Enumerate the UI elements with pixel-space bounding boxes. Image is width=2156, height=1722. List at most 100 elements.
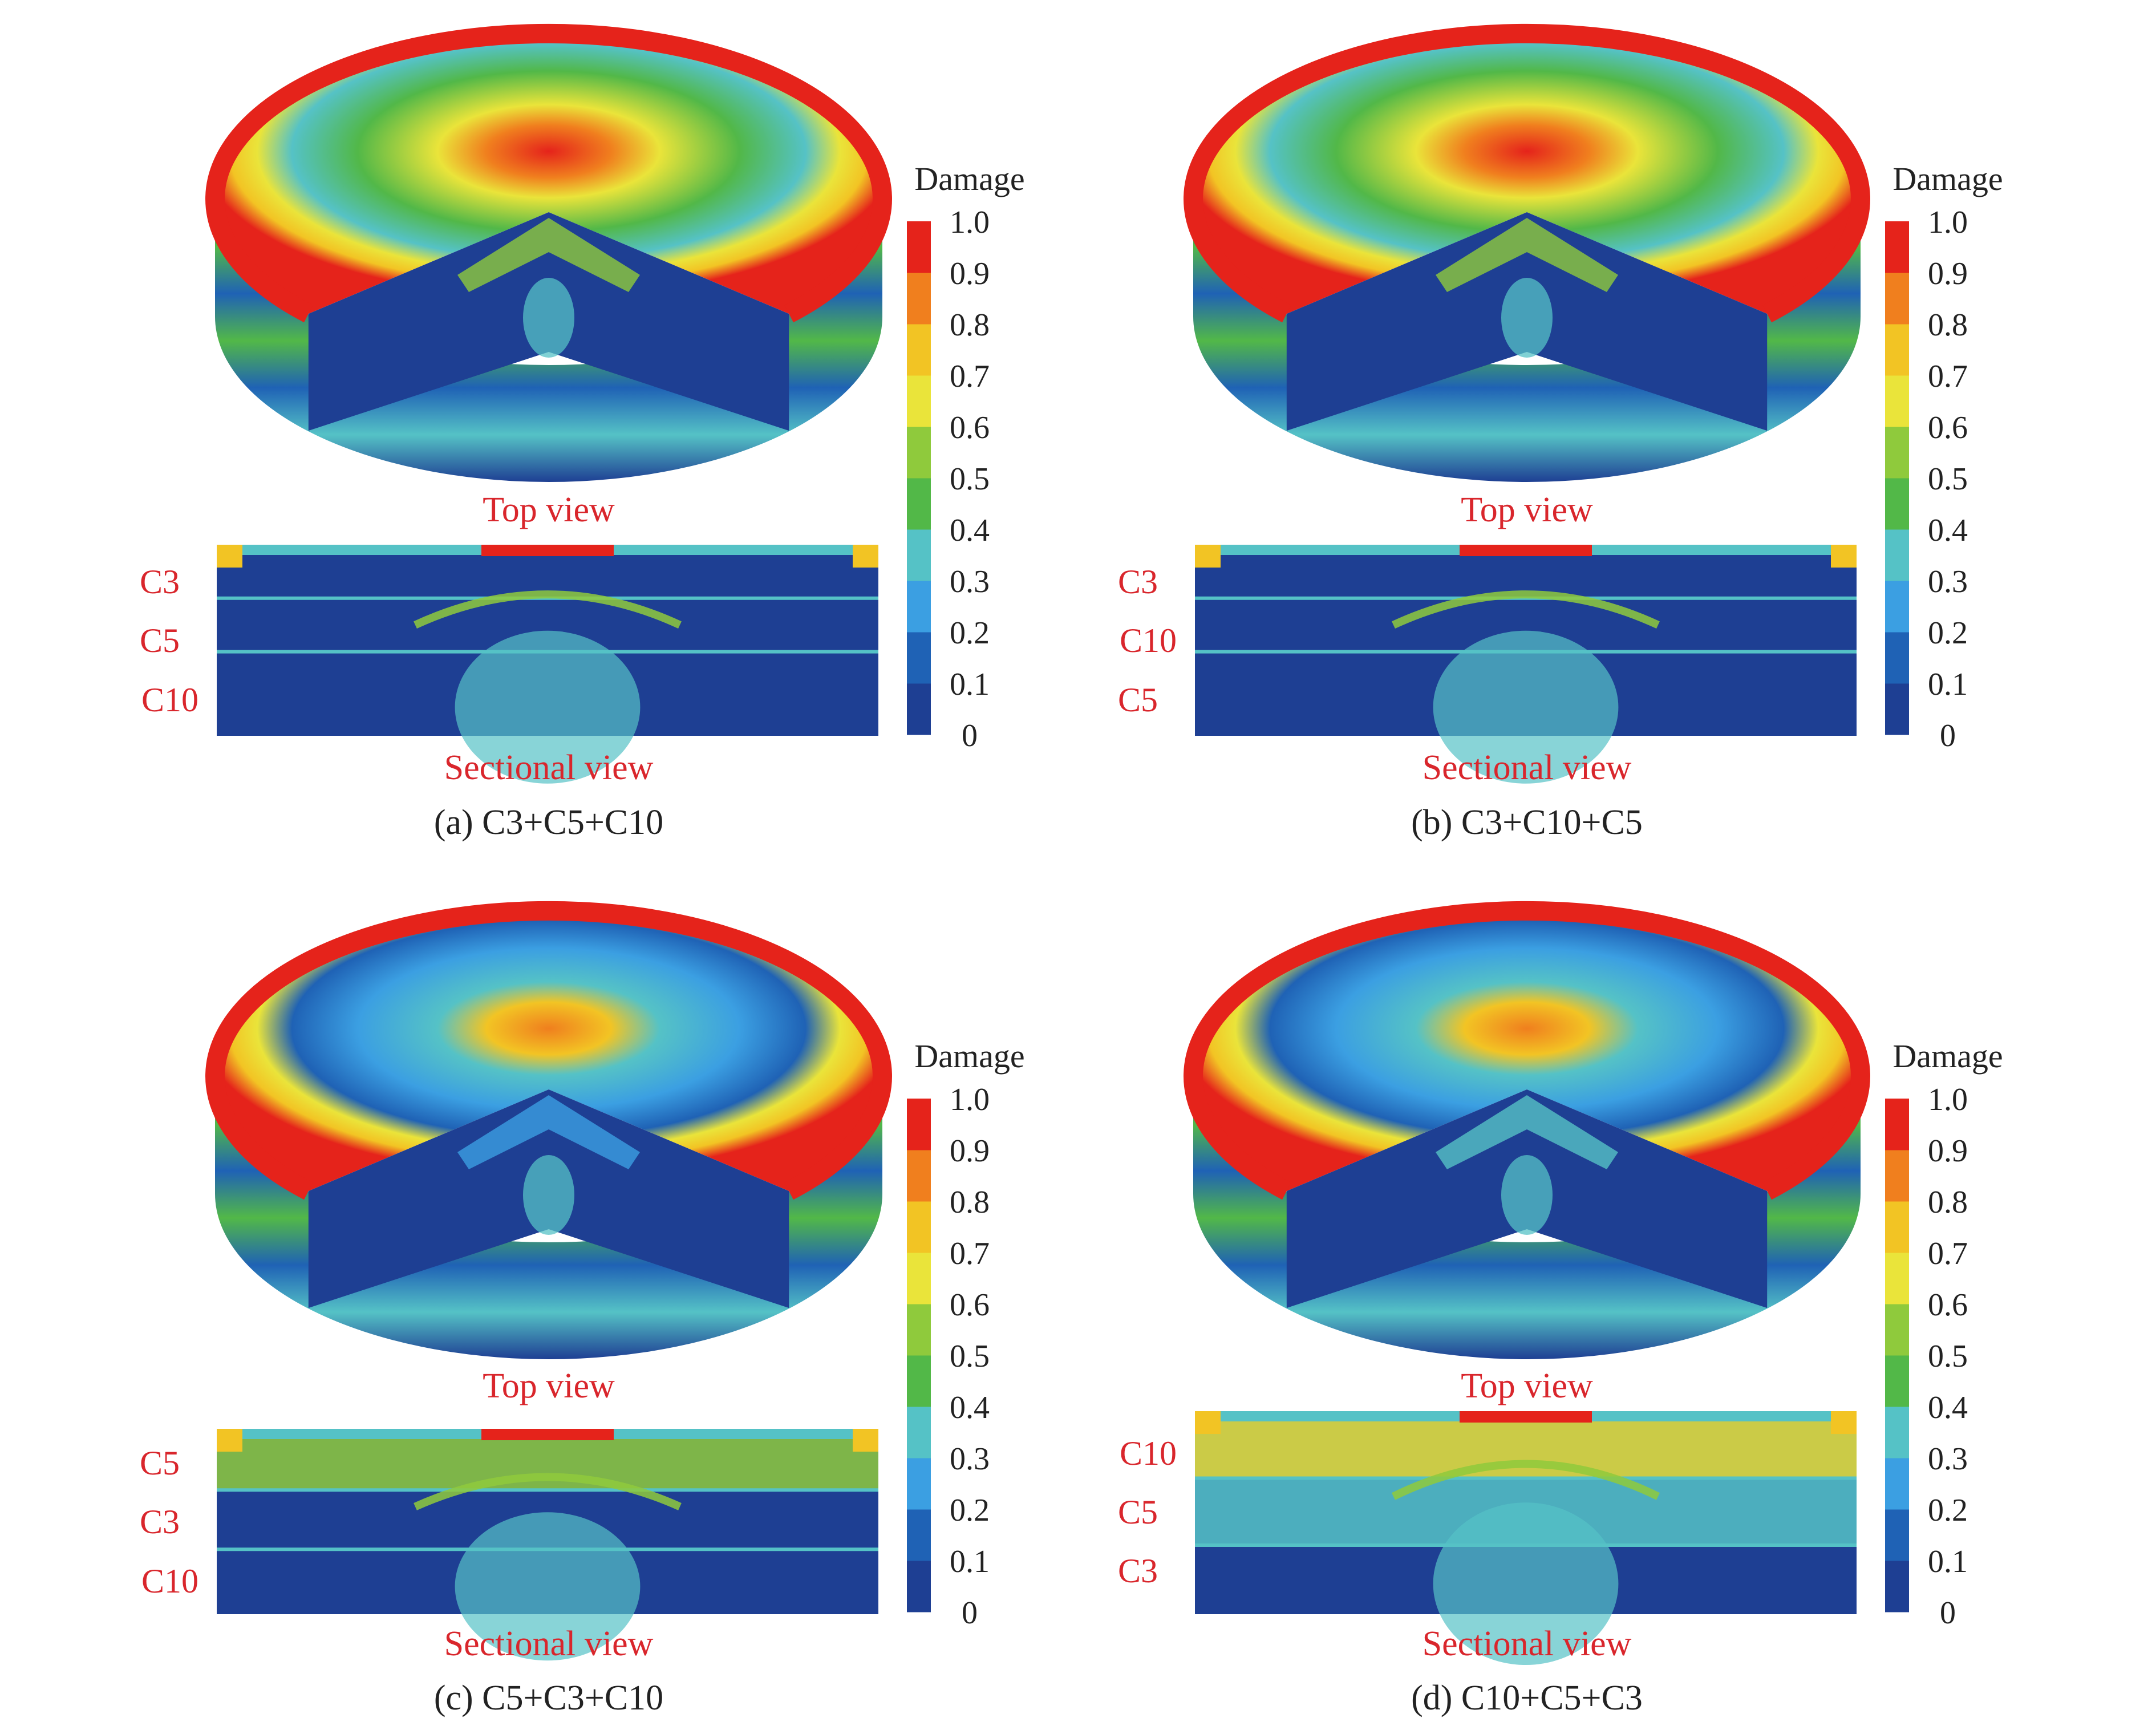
top-view-c: [205, 901, 892, 1359]
colorbar-swatch: [1885, 1509, 1909, 1561]
colorbar-tick-label: 0.6: [1928, 1287, 1968, 1323]
colorbar-tick-label: 0.9: [950, 256, 990, 291]
section-center-damage: [1433, 1502, 1619, 1665]
section-center-damage: [455, 1512, 641, 1661]
colorbar-tick-label: 0.2: [1928, 615, 1968, 651]
section-top-hot: [1460, 545, 1592, 556]
colorbar-swatch: [907, 1355, 931, 1407]
colorbar-swatch: [907, 375, 931, 427]
section-center-damage: [1433, 630, 1619, 784]
colorbar-tick-label: 0.1: [1928, 1544, 1968, 1579]
colorbar-tick-label: 0.6: [1928, 410, 1968, 445]
cut-face-damage-left: [457, 1095, 549, 1169]
section-arch-damage: [414, 1473, 682, 1510]
cylinder-rim-ring: [1184, 901, 1870, 1200]
colorbar-swatch: [907, 478, 931, 530]
section-arch-damage: [1392, 590, 1660, 629]
colorbar-swatch: [907, 427, 931, 479]
colorbar-tick-label: 0.2: [950, 615, 990, 651]
colorbar-tick-label: 0.3: [1928, 1441, 1968, 1477]
section-view-label-a: Sectional view: [444, 748, 654, 787]
top-view-label-b: Top view: [1461, 491, 1593, 529]
panel-b: Top view C3 C10 C5 Sectional view (b) C3…: [1118, 23, 2003, 842]
colorbar-tick-label: 1.0: [950, 1082, 990, 1117]
colorbar-swatch: [907, 273, 931, 325]
section-view-c: [217, 1429, 878, 1661]
cylinder-top-face: [215, 910, 882, 1192]
colorbar-swatch: [1885, 221, 1909, 273]
panel-c: Top view C5 C3 C10 Sectional view (c) C5…: [140, 901, 1025, 1717]
section-view-label-d: Sectional view: [1423, 1624, 1632, 1663]
colorbar-swatch: [907, 1099, 931, 1150]
section-arch-damage: [414, 590, 682, 629]
colorbar-tick-label: 1.0: [1928, 205, 1968, 240]
colorbar-swatch: [1885, 1253, 1909, 1304]
layer-label-b-2: C10: [1120, 622, 1177, 659]
colorbar-tick-label: 0: [962, 718, 978, 753]
colorbar-title: Damage: [1892, 160, 2003, 197]
colorbar-swatch: [907, 1509, 931, 1561]
colorbar-tick-label: 0.5: [1928, 461, 1968, 497]
layer-label-c-2: C3: [140, 1503, 180, 1541]
colorbar-tick-label: 0.2: [1928, 1493, 1968, 1528]
colorbar-tick-label: 0.7: [950, 1236, 990, 1271]
cylinder-side-wall: [215, 1077, 882, 1359]
section-corner-left: [1195, 1411, 1221, 1434]
section-corner-left: [217, 545, 242, 568]
cut-face-damage-right: [549, 218, 640, 292]
section-arch-damage: [1391, 1460, 1660, 1500]
section-corner-right: [853, 545, 878, 568]
top-view-a: [205, 23, 892, 482]
colorbar-swatch: [1885, 1304, 1909, 1356]
colorbar-tick-label: 0.5: [950, 461, 990, 497]
layer-label-b-3: C5: [1118, 681, 1158, 719]
cylinder-top-face: [1193, 910, 1861, 1192]
colorbar-tick-label: 0.8: [1928, 307, 1968, 343]
colorbar-swatch: [1885, 427, 1909, 479]
colorbar-swatch: [1885, 1355, 1909, 1407]
colorbar-a: Damage 1.0 0.9 0.8 0.7 0.6 0.5 0.4 0.3 0.2 0.1 0: [907, 160, 1025, 753]
colorbar-tick-label: 0.1: [950, 1544, 990, 1579]
colorbar-tick-label: 0.7: [1928, 1236, 1968, 1271]
section-corner-left: [1195, 545, 1221, 568]
caption-b: (b) C3+C10+C5: [1411, 803, 1643, 842]
top-view-d: [1184, 901, 1870, 1359]
layer-label-d-3: C3: [1118, 1552, 1158, 1590]
colorbar-swatch: [1885, 1099, 1909, 1150]
colorbar-swatch: [1885, 529, 1909, 581]
colorbar-tick-label: 1.0: [1928, 1082, 1968, 1117]
cylinder-side-wall: [1193, 200, 1861, 482]
colorbar-tick-label: 0.9: [1928, 1133, 1968, 1169]
colorbar-swatch: [1885, 581, 1909, 633]
colorbar-swatch: [1885, 375, 1909, 427]
colorbar-tick-label: 0: [962, 1595, 978, 1631]
colorbar-tick-label: 0.5: [950, 1339, 990, 1374]
section-top-hot: [481, 545, 614, 556]
top-view-label-a: Top view: [483, 491, 615, 529]
colorbar-d: Damage 1.0 0.9 0.8 0.7 0.6 0.5 0.4 0.3 0.2 0.1 0: [1885, 1038, 2003, 1631]
colorbar-swatch: [907, 1150, 931, 1202]
colorbar-swatch: [1885, 324, 1909, 376]
colorbar-swatch: [907, 529, 931, 581]
colorbar-swatch: [907, 1407, 931, 1458]
colorbar-swatch: [907, 1253, 931, 1304]
top-view-label-c: Top view: [483, 1367, 615, 1405]
colorbar-tick-label: 0: [1940, 718, 1956, 753]
cut-face-core-damage: [1501, 278, 1553, 358]
section-corner-left: [217, 1429, 242, 1452]
colorbar-swatch: [1885, 1150, 1909, 1202]
colorbar-swatch: [1885, 1458, 1909, 1510]
cylinder-top-face: [1193, 33, 1861, 314]
panel-a: Top view C3 C5 C10 Sectional view (a) C3…: [140, 23, 1025, 842]
section-corner-right: [1831, 545, 1857, 568]
colorbar-tick-label: 1.0: [950, 205, 990, 240]
cut-face-core-damage: [1501, 1155, 1553, 1235]
colorbar-tick-label: 0.8: [1928, 1185, 1968, 1220]
colorbar-tick-label: 0.6: [950, 1287, 990, 1323]
cut-face-damage-right: [1527, 218, 1618, 292]
layer-label-c-1: C5: [140, 1444, 180, 1482]
colorbar-tick-label: 0.1: [1928, 667, 1968, 702]
caption-d: (d) C10+C5+C3: [1411, 1679, 1643, 1717]
colorbar-swatch: [1885, 273, 1909, 325]
